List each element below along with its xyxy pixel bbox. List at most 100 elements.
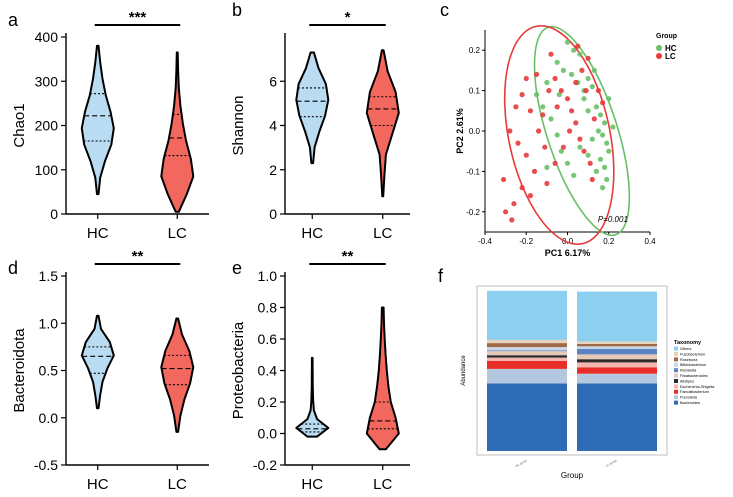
point-HC <box>602 120 608 126</box>
point-LC <box>567 128 573 134</box>
x-tick-label: -0.2 <box>519 237 533 246</box>
point-LC <box>507 128 513 134</box>
y-tick-label: 0 <box>269 206 277 222</box>
panel-label: b <box>232 0 242 20</box>
legend-swatch <box>674 384 678 389</box>
point-LC <box>546 88 552 94</box>
point-HC <box>581 96 587 102</box>
significance-stars: ** <box>132 248 144 265</box>
bar-segment-Escherichia-Shigella <box>577 362 657 368</box>
x-tick-label: LC <box>168 225 187 242</box>
point-LC <box>583 88 589 94</box>
point-HC <box>610 124 616 130</box>
bar-segment-Others <box>487 290 567 340</box>
x-tick-label: LC <box>373 225 392 242</box>
point-LC <box>564 96 571 102</box>
y-axis-label: PC2 2.61% <box>455 108 465 154</box>
bar-segment-Bacteroides <box>577 383 657 451</box>
point-HC <box>604 176 610 183</box>
y-tick-label: 0.1 <box>469 87 481 96</box>
violin-HC <box>80 314 115 410</box>
bar-segment-Faecalibacterium <box>487 360 567 369</box>
legend-label: Fusobacterium <box>680 352 705 356</box>
y-axis-label: Bacteroidota <box>11 328 28 413</box>
violin-HC <box>295 51 330 165</box>
legend-swatch <box>674 346 678 351</box>
legend-label: LC <box>665 52 676 61</box>
legend-swatch <box>656 53 662 59</box>
bar-segment-Bifidobacterium <box>577 346 657 349</box>
bar-segment-Bacteroides <box>487 383 567 451</box>
legend-swatch <box>674 362 678 367</box>
legend-swatch <box>674 400 678 405</box>
point-HC <box>577 51 583 57</box>
legend-swatch <box>674 357 678 362</box>
x-tick-label: 0.4 <box>644 237 656 246</box>
y-tick-label: 0.2 <box>258 394 278 410</box>
significance-stars: ** <box>342 248 354 265</box>
point-LC <box>542 144 548 150</box>
point-HC <box>604 140 610 146</box>
x-axis-label: PC1 6.17% <box>545 248 591 258</box>
legend-label: Parabacteroides <box>680 374 708 378</box>
legend-swatch <box>674 368 678 373</box>
bar-segment-Escherichia-Shigella <box>487 357 567 361</box>
x-tick-label: LC <box>373 476 392 493</box>
x-tick-label: LC <box>168 476 187 493</box>
point-LC <box>503 209 509 215</box>
point-HC <box>556 92 562 98</box>
significance-stars: * <box>345 9 351 26</box>
x-tick-label: 0.0 <box>562 237 574 246</box>
panel-label: d <box>8 258 18 278</box>
legend-title: Taxonomy <box>674 340 702 346</box>
bar-segment-Others <box>577 291 657 342</box>
point-HC <box>554 59 560 65</box>
violin-LC <box>160 317 195 433</box>
stacked-bar-panel: f HC group LC group Group Abundance TaxonomyO… <box>438 266 715 480</box>
point-LC <box>501 176 507 183</box>
point-LC <box>558 88 564 94</box>
x-axis-label: Group <box>561 471 584 480</box>
point-LC <box>548 51 554 57</box>
bar-segment-Prevotella <box>487 368 567 384</box>
y-tick-label: 0.0 <box>39 410 59 426</box>
y-tick-label: 1.0 <box>258 268 278 284</box>
point-LC <box>552 160 558 166</box>
point-HC <box>600 185 606 191</box>
point-HC <box>593 104 600 110</box>
legend-title: Group <box>656 33 677 40</box>
point-HC <box>593 168 600 174</box>
point-LC <box>540 112 546 118</box>
violin-LC <box>160 51 195 213</box>
y-tick-label: 0.0 <box>469 127 481 136</box>
y-tick-label: 0.8 <box>258 300 278 316</box>
point-LC <box>575 43 581 49</box>
y-tick-label: 100 <box>35 162 59 178</box>
point-HC <box>571 172 577 178</box>
point-LC <box>587 160 593 166</box>
legend-label: HC <box>665 44 677 53</box>
x-tick-label: HC <box>301 225 323 242</box>
y-tick-label: -0.5 <box>34 457 58 473</box>
legend-label: Faecalibacterium <box>680 390 709 394</box>
point-HC <box>571 47 577 53</box>
violin-panel-e: e -0.2 0.0 0.2 0.4 0.6 0.8 1.0 Proteobacteria HC L… <box>230 248 410 493</box>
y-tick-label: 1.0 <box>39 315 59 331</box>
y-axis-label: Chao1 <box>11 103 28 147</box>
bar-segment-Klebsiella <box>487 350 567 352</box>
bar-segment-Faecalibacterium <box>577 367 657 374</box>
legend-label: Others <box>680 347 691 351</box>
y-tick-label: 0.2 <box>469 46 481 55</box>
y-tick-label: 6 <box>269 73 277 89</box>
y-tick-label: 300 <box>35 73 59 89</box>
point-LC <box>527 193 534 199</box>
y-tick-label: 400 <box>35 29 59 45</box>
p-value-annotation: P=0.001 <box>598 215 628 224</box>
legend-label: Bifidobacterium <box>680 363 706 367</box>
point-HC <box>564 39 571 45</box>
point-LC <box>515 140 521 146</box>
violin-LC <box>365 306 400 451</box>
point-HC <box>585 75 591 82</box>
bar-segment-Fusobacterium <box>487 339 567 344</box>
y-tick-label: 0.0 <box>258 426 278 442</box>
